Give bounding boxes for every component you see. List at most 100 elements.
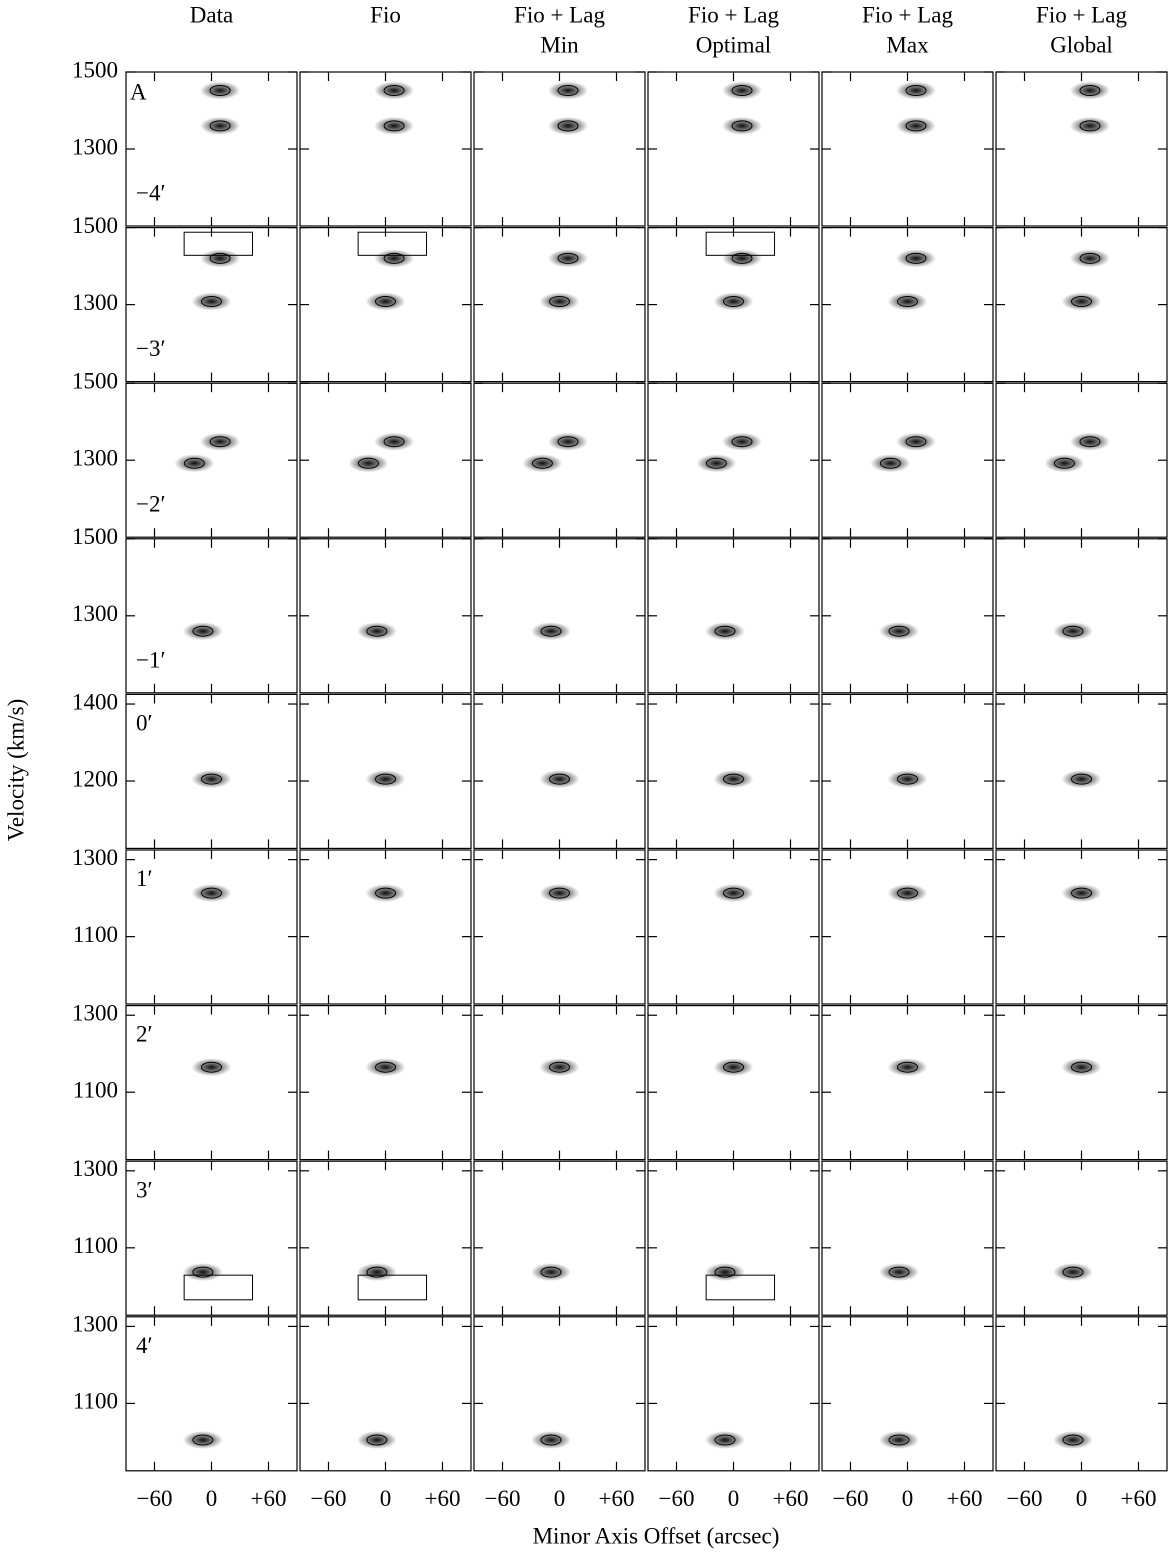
panel [996, 539, 1168, 694]
panel-frame [473, 1160, 646, 1316]
panel [474, 228, 646, 383]
contour-core-line [201, 773, 222, 785]
panel [126, 850, 298, 1005]
column-title: Data [190, 2, 233, 27]
contour-core-line [723, 296, 744, 307]
contour-core [548, 432, 588, 451]
column-subtitle: Global [1050, 32, 1113, 57]
y-axis-label: Velocity (km/s) [3, 699, 28, 841]
contour-core-line [879, 457, 901, 469]
contour-core-line [905, 436, 927, 448]
panel-frame [125, 1004, 298, 1161]
highlight-box [357, 1274, 428, 1301]
panel-frame [647, 1160, 820, 1316]
contour-core-line [1062, 625, 1084, 637]
contour-core-line [209, 436, 231, 448]
contour-core [356, 1431, 397, 1449]
x-tick-label: 0 [380, 1486, 392, 1511]
panel-frame [299, 1160, 472, 1316]
contour-core-line [366, 1266, 388, 1278]
y-tick-label: 1300 [72, 445, 118, 470]
contour-core-line [209, 85, 231, 96]
contour-core-line [383, 252, 405, 264]
panel [996, 1317, 1168, 1472]
column-title: Fio + Lag [688, 2, 779, 27]
contour-core-line [549, 773, 570, 785]
contour-core-line [731, 85, 753, 96]
x-axis-label: Minor Axis Offset (arcsec) [533, 1523, 780, 1548]
row-label: 2′ [136, 1022, 153, 1047]
panel [648, 539, 820, 694]
y-tick-label: 1400 [72, 689, 118, 714]
panel [300, 539, 472, 694]
panel [822, 1317, 994, 1472]
contour-core-line [540, 1434, 562, 1446]
y-tick-label: 1500 [72, 213, 118, 238]
contour-core [191, 884, 232, 903]
contour-core [374, 116, 415, 135]
contour-core [705, 1431, 745, 1449]
y-tick-label: 1100 [73, 1233, 118, 1258]
panel [300, 1006, 472, 1161]
y-tick-label: 1500 [72, 368, 118, 393]
x-tick-label: 0 [728, 1486, 740, 1511]
panel [995, 1004, 1168, 1161]
panel [126, 228, 298, 383]
contour-core-line [557, 252, 579, 264]
contour-core [365, 884, 406, 903]
contour-core-line [905, 120, 927, 132]
contour-core [879, 1263, 919, 1282]
contour-core-line [1071, 296, 1092, 307]
contour-core [896, 116, 936, 135]
contour-core-line [723, 1061, 744, 1073]
contour-core [1061, 1058, 1102, 1077]
contour-core-line [375, 773, 396, 785]
contour-core-line [888, 1266, 910, 1278]
y-tick-label: 1300 [72, 1312, 118, 1337]
contour-core-line [1079, 436, 1101, 448]
contour-core-line [714, 1434, 736, 1446]
panel [822, 850, 994, 1005]
contour-core [705, 1263, 745, 1282]
contour-core [887, 292, 928, 311]
highlight-box [357, 231, 428, 256]
contour-core-line [557, 85, 579, 96]
contour-core-line [1079, 85, 1101, 96]
x-tick-label: +60 [773, 1486, 809, 1511]
contour-core-line [731, 252, 753, 264]
contour-core [1044, 454, 1085, 473]
contour-core [896, 249, 936, 268]
contour-core-line [723, 887, 744, 899]
row-label: 3′ [136, 1177, 153, 1202]
panel [474, 1006, 646, 1161]
x-tick-label: +60 [599, 1486, 635, 1511]
contour-core-line [1079, 120, 1101, 132]
contour-core-line [557, 436, 579, 448]
row-label: 0′ [136, 710, 153, 735]
column-title: Fio [370, 2, 401, 27]
x-tick-label: −60 [137, 1486, 173, 1511]
contour-core-line [540, 625, 562, 637]
panel [822, 383, 994, 538]
contour-core [713, 292, 754, 311]
panel [125, 1004, 298, 1161]
x-tick-label: +60 [947, 1486, 983, 1511]
panel-frame [995, 1004, 1168, 1161]
contour-core-line [549, 887, 570, 899]
contour-core [1053, 1431, 1093, 1449]
contour-core [713, 770, 754, 789]
contour-core-line [1071, 887, 1092, 899]
contour-core [539, 1058, 580, 1077]
y-tick-label: 1500 [72, 524, 118, 549]
panel [996, 850, 1168, 1005]
panel [126, 539, 298, 694]
row-label: 4′ [136, 1333, 153, 1358]
contour-core [548, 81, 588, 100]
panel-frame [473, 849, 646, 1005]
contour-core [531, 1431, 571, 1449]
contour-core [722, 81, 762, 100]
column-subtitle: Min [540, 32, 579, 57]
contour-core [539, 770, 580, 789]
contour-core-line [1071, 1061, 1092, 1073]
